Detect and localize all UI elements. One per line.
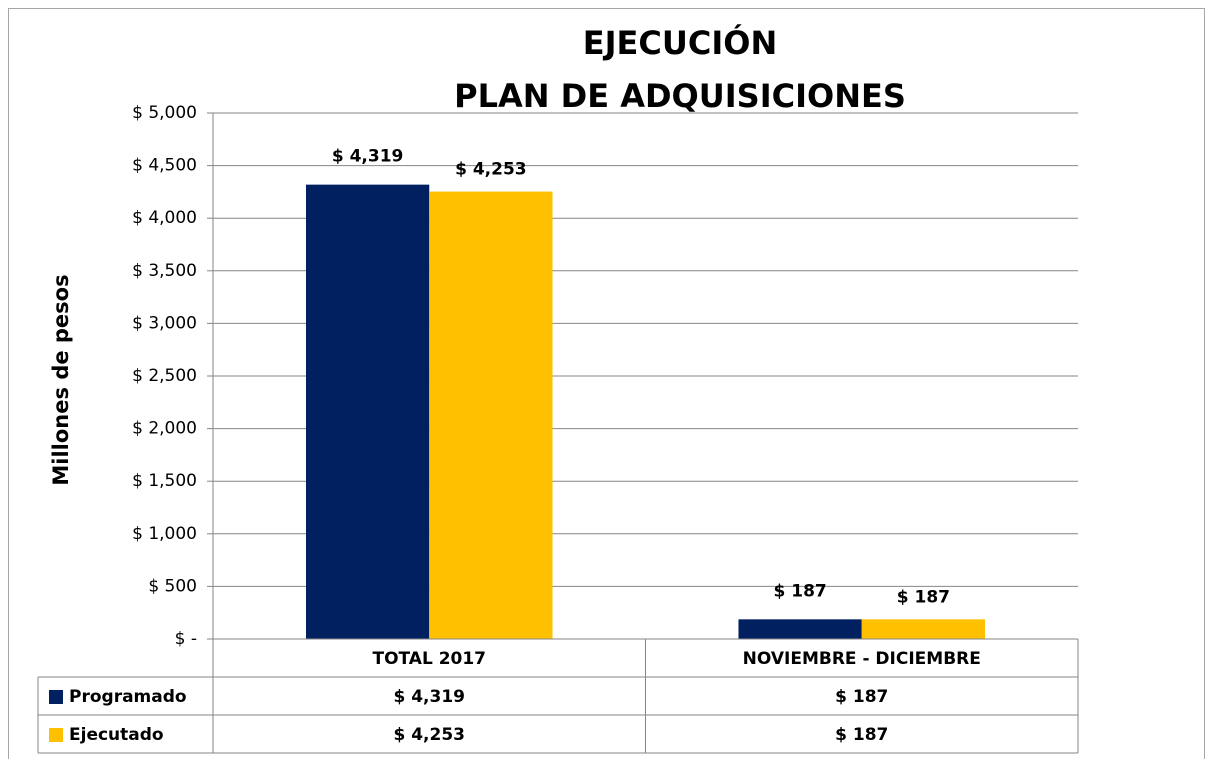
y-tick-label: $ 500 <box>148 576 197 596</box>
y-tick-label: $ 2,000 <box>132 419 197 439</box>
chart-border <box>8 8 1205 759</box>
legend-swatch <box>49 690 63 704</box>
x-tick-label: NOVIEMBRE - DICIEMBRE <box>743 649 981 669</box>
y-tick-label: $ 2,500 <box>132 366 197 386</box>
legend-swatch <box>49 728 63 742</box>
table-cell: $ 4,253 <box>393 725 465 745</box>
bar <box>429 191 553 639</box>
bar <box>738 619 862 639</box>
y-tick-label: $ 1,000 <box>132 524 197 544</box>
data-label: $ 187 <box>897 587 950 607</box>
legend-label: Ejecutado <box>69 725 164 745</box>
data-label: $ 187 <box>774 581 827 601</box>
chart-title: EJECUCIÓN <box>583 23 777 62</box>
chart-subtitle: PLAN DE ADQUISICIONES <box>454 77 906 115</box>
bar <box>305 184 430 639</box>
table-cell: $ 187 <box>835 687 888 707</box>
legend-label: Programado <box>69 687 187 707</box>
y-tick-label: $ 4,500 <box>132 156 197 176</box>
y-tick-label: $ 5,000 <box>132 103 197 123</box>
data-label: $ 4,253 <box>455 160 527 180</box>
y-axis-label: Millones de pesos <box>49 274 73 485</box>
table-cell: $ 4,319 <box>393 687 465 707</box>
data-label: $ 4,319 <box>332 147 404 167</box>
x-tick-label: TOTAL 2017 <box>372 649 486 669</box>
y-tick-label: $ 4,000 <box>132 208 197 228</box>
y-tick-label: $ - <box>175 629 197 649</box>
y-tick-label: $ 3,000 <box>132 313 197 333</box>
y-tick-label: $ 3,500 <box>132 261 197 281</box>
table-cell: $ 187 <box>835 725 888 745</box>
y-tick-label: $ 1,500 <box>132 471 197 491</box>
bar <box>861 619 986 639</box>
